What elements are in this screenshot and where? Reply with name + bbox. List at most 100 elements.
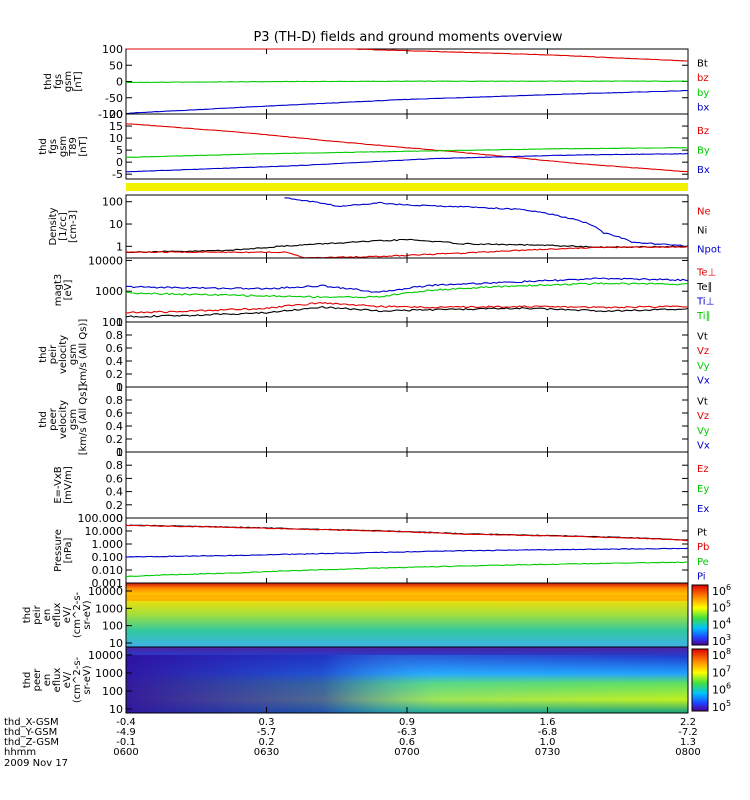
y-axis-label: gsm [68,409,79,430]
y-axis-label: peir [32,604,43,624]
panel-frame [125,321,689,388]
legend-Ti⊥: Ti⊥ [696,296,714,307]
panel-p4: magt3 [eV] 10000 1000 100 Te⊥ Te∥ Ti⊥ Ti∥ [53,254,716,329]
y-tick-label: 100 [102,316,123,329]
y-tick-label: 0 [116,156,123,169]
y-axis-label: peir [48,344,59,364]
legend-Pe: Pe [697,557,709,568]
legend-Bt: Bt [697,58,708,69]
y-axis-label: [mV/m] [63,466,74,504]
y-axis-label: thd [22,607,33,624]
y-axis-label: [eV] [63,280,74,301]
colorbar-tick-label: 108 [712,647,731,662]
y-axis-label: peer [32,668,43,692]
date-label: 2009 Nov 17 [4,758,68,769]
x-row-value: 0.2 [259,737,275,748]
y-axis-label: fgs [53,74,64,89]
y-axis-label: [km/s (All Qs)] [78,319,89,391]
figure-title: P3 (TH-D) fields and ground moments over… [253,30,562,45]
colorbar-tick-label: 106 [712,583,731,598]
series-Bz [125,123,688,173]
series-Pe [125,561,689,578]
y-axis-label: peer [48,407,59,431]
y-axis-label: thd [38,411,49,428]
y-axis-label: [nPa] [63,537,74,563]
y-tick-label: 0.010 [92,564,124,577]
legend-Pb: Pb [697,542,709,553]
y-tick-label: 0.2 [106,499,124,512]
y-axis-label: Pressure [53,529,64,572]
x-row-label: hhmm [4,747,36,758]
panel-p8: Pressure [nPa] 100.00010.0001.0000.1000.01… [53,512,709,590]
y-tick-label: 50 [109,59,123,72]
panel-p1: thd fgs gsm [nT] 100 50 0 -50 -100 Bt bz by bx [43,43,709,121]
legend-Ne: Ne [697,207,711,218]
x-row-value: -5.7 [257,727,277,738]
y-tick-label: 10 [109,637,123,650]
y-tick-label: 0.001 [92,577,124,590]
y-tick-label: 0.6 [106,407,124,420]
y-axis-label: eflux [52,668,63,693]
panel-p3: Density [1/cc] [cm-3] 100 10 1 Ne Ni Npot [48,194,721,259]
y-tick-label: 1 [116,240,123,253]
colorbar-tick-label: 105 [712,600,731,615]
series-Ti∥ [125,282,689,299]
y-axis-label: [nT] [73,71,84,91]
legend-bx: bx [697,103,709,114]
y-axis-label: T89 [68,137,79,157]
colorbar-tick-label: 104 [712,616,731,631]
y-tick-label: 0 [116,446,123,459]
panel-s1: thd peir en eflux eV/(cm^2-s-sr-eV) 10000 1000… [22,582,731,650]
series-bx [125,90,688,115]
y-axis-label: [nT] [78,136,89,156]
x-row-value: 1.0 [540,737,556,748]
x-row-value: 0800 [675,747,700,758]
y-axis-label: gsm [58,136,69,157]
legend-Te⊥: Te⊥ [696,267,716,278]
y-axis-label: thd [22,672,33,689]
y-tick-label: 0.100 [92,551,124,564]
spectrogram-overlay [126,655,688,713]
x-row-value: -7.2 [678,727,698,738]
y-tick-label: 1000 [95,285,123,298]
y-tick-label: 10 [109,218,123,231]
x-axis-labels: thd_X-GSM -0.4 0.3 0.9 1.6 2.2 thd_Y-GSM -4.9 -5… [4,49,701,769]
y-axis-label: Density [48,207,59,245]
y-tick-label: -50 [105,92,123,105]
y-axis-label: en [42,609,53,622]
legend-Vt: Vt [697,331,708,342]
legend-Vx: Vx [697,376,710,387]
y-axis-label: (cm^2-s- [72,591,83,638]
colorbar-tick-label: 107 [712,664,731,679]
y-tick-label: 0.2 [106,368,124,381]
x-row-value: 1.6 [540,717,556,728]
y-axis-label: thd [43,73,54,90]
y-axis-label: sr-eV) [82,665,93,694]
colorbar [691,584,709,646]
y-tick-label: 1000 [95,667,123,680]
x-row-value: 1.3 [680,737,696,748]
y-axis-label: eflux [52,603,63,628]
x-row-value: 0.6 [399,737,415,748]
legend-Bz: Bz [697,126,709,137]
legend-By: By [697,146,710,157]
legend-Pt: Pt [697,527,707,538]
x-row-value: -0.4 [116,717,136,728]
y-axis-label: en [42,674,53,687]
y-tick-label: 15 [109,120,123,133]
y-tick-label: 1 [116,381,123,394]
y-axis-label: [km/s (All Qs)] [78,384,89,456]
y-tick-label: 0.4 [106,355,124,368]
y-tick-label: 0.4 [106,420,124,433]
series-by [125,80,689,84]
colorbar [691,648,709,712]
y-tick-label: -5 [112,168,123,181]
y-tick-label: 10 [109,703,123,716]
y-tick-label: 0 [116,76,123,89]
series-Ti⊥ [125,277,689,293]
panel-s2: thd peer en eflux eV/(cm^2-s-sr-eV) 10000 1000… [22,646,731,716]
legend-Vy: Vy [697,361,710,372]
